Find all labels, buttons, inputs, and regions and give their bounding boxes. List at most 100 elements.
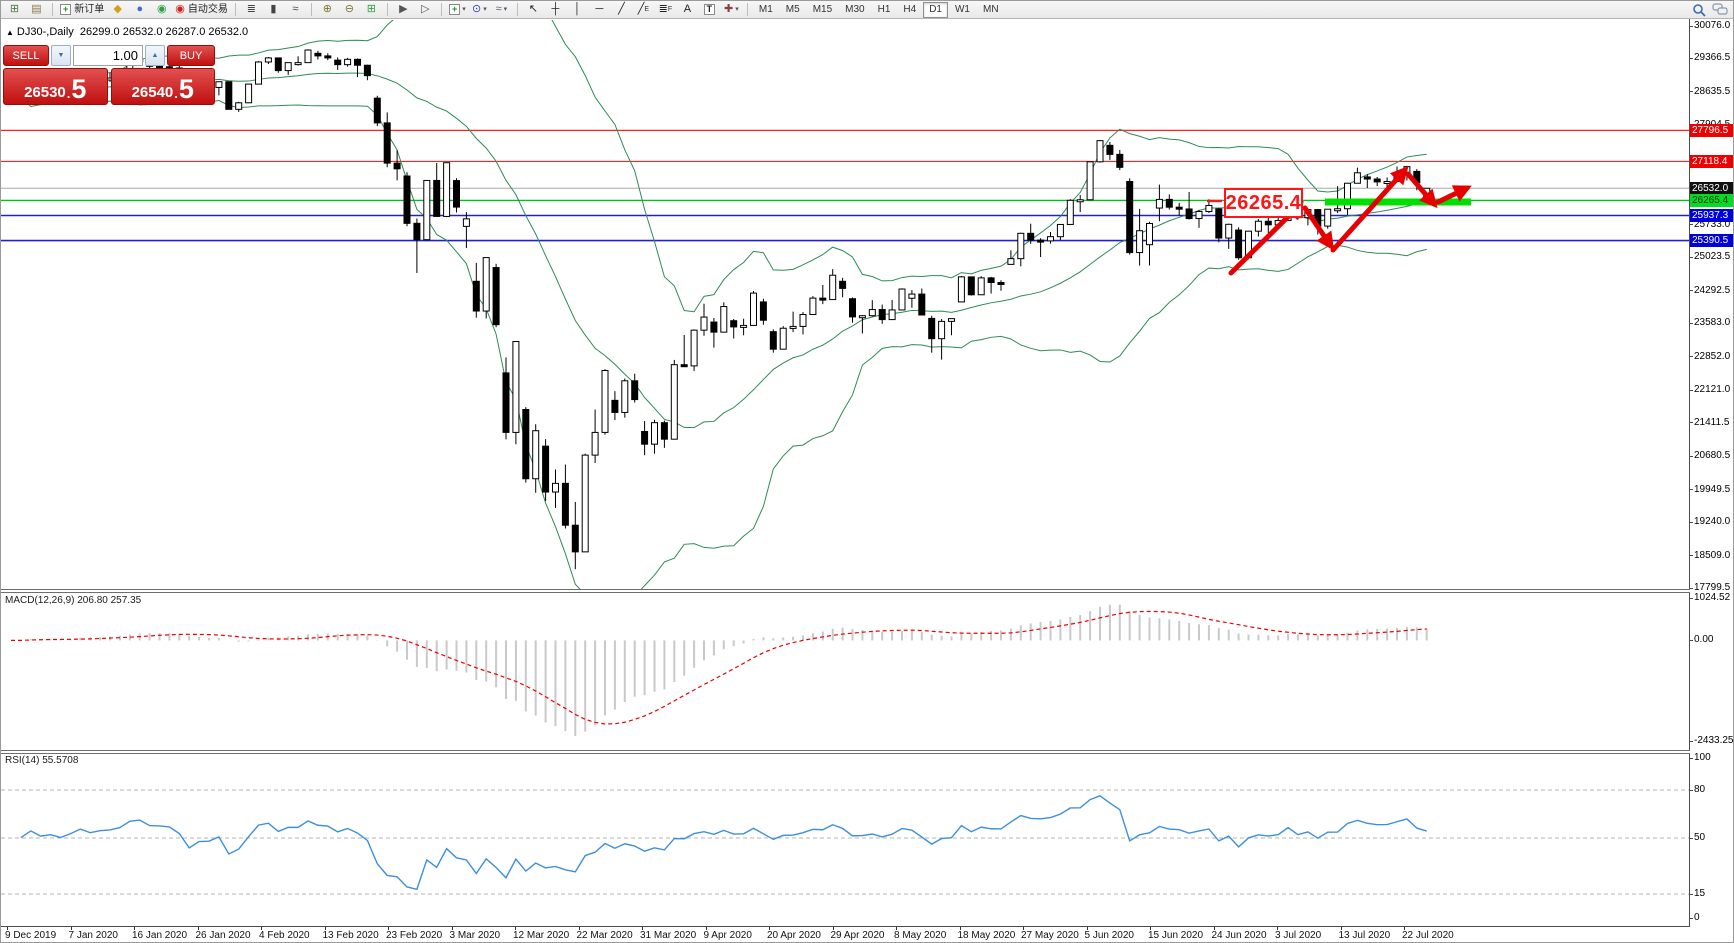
fibonacci-icon[interactable]: ≣ F	[658, 3, 673, 15]
indicators-icon[interactable]: + ▾	[447, 2, 468, 17]
time-axis-tick	[1150, 927, 1151, 930]
price-axis-label: 18509.0	[1694, 549, 1731, 561]
price-axis-label: 22121.0	[1694, 384, 1731, 396]
zoom-in-icon[interactable]: ⊕	[322, 3, 332, 15]
candle-body	[443, 162, 451, 217]
new-chart-icon[interactable]: ⊞	[9, 3, 20, 15]
time-axis-label: 8 May 2020	[894, 930, 947, 941]
timeframe-m30[interactable]: M30	[845, 4, 865, 15]
templates-icon[interactable]: ≈ ▾	[495, 3, 508, 15]
price-axis-tick	[1689, 26, 1693, 27]
candle-body	[1324, 208, 1332, 227]
candle-body	[670, 364, 678, 440]
volume-up-button[interactable]: ▲	[145, 45, 165, 66]
volume-down-button[interactable]: ▼	[51, 45, 71, 66]
periods-icon[interactable]: ⊙ ▾	[472, 3, 487, 15]
candle-body	[373, 97, 381, 124]
timeframe-m5[interactable]: M5	[785, 4, 800, 15]
price-axis-label: 24292.5	[1694, 284, 1731, 296]
price-axis-tick	[1689, 422, 1693, 423]
candle-body	[245, 83, 253, 104]
candle-body	[354, 58, 361, 66]
candle-body	[888, 309, 896, 321]
rsi-pane-separator[interactable]	[1, 750, 1690, 754]
candle-body	[1136, 230, 1144, 254]
sell-button[interactable]: SELL	[3, 45, 49, 66]
candle-body	[1225, 223, 1233, 239]
price-axis-label: 19949.5	[1694, 483, 1731, 495]
price-level-badge: 25390.5	[1690, 234, 1733, 248]
volume-input[interactable]	[73, 45, 143, 66]
buy-price-box[interactable]: 26540 . 5	[110, 68, 215, 105]
candle-body	[660, 422, 668, 440]
candle-body	[730, 320, 738, 328]
price-axis-tick	[1689, 257, 1693, 258]
charts-bars-icon[interactable]: ≣	[246, 3, 256, 15]
community-icon[interactable]: ●	[136, 3, 144, 15]
horizontal-line-icon[interactable]: ─	[595, 3, 604, 15]
cursor-icon[interactable]: ↖	[528, 3, 538, 15]
trendline-icon[interactable]: ╱	[618, 3, 625, 15]
toolbar-separator	[516, 3, 518, 16]
zoom-out-icon[interactable]: ⊖	[344, 3, 354, 15]
trend-arrow[interactable]	[1330, 165, 1409, 253]
timeframe-h1[interactable]: H1	[877, 4, 891, 15]
signals-icon[interactable]: ◉	[156, 3, 167, 15]
auto-scroll-icon[interactable]: ▶	[399, 3, 408, 15]
price-axis-tick	[1689, 91, 1693, 92]
timeframe-d1[interactable]: D1	[923, 1, 948, 18]
time-axis-tick	[70, 927, 72, 930]
candle-body	[1027, 232, 1035, 241]
timeframe-m15[interactable]: M15	[812, 4, 833, 15]
candle-body	[878, 309, 886, 321]
candle-body	[1146, 222, 1153, 246]
channel-icon[interactable]: ╱ E	[637, 3, 650, 15]
timeframe-w1[interactable]: W1	[954, 4, 970, 15]
time-axis-tick	[705, 927, 707, 930]
profiles-icon[interactable]: ▤	[31, 3, 42, 15]
macd-axis-tick	[1689, 598, 1693, 599]
time-axis-tick	[642, 927, 643, 930]
timeframe-h4[interactable]: H4	[903, 4, 917, 15]
candle-body	[1076, 199, 1084, 203]
buy-button[interactable]: BUY	[167, 45, 215, 66]
candle-body	[700, 316, 708, 331]
chat-icon[interactable]	[1712, 3, 1728, 16]
chart-shift-icon[interactable]: ▷	[421, 3, 430, 15]
crosshair-icon[interactable]: ┼	[551, 3, 560, 15]
candle-body	[1017, 232, 1025, 260]
time-axis-tick	[1023, 927, 1024, 930]
time-axis-tick	[896, 927, 897, 930]
candle-body	[1185, 208, 1193, 220]
search-icon[interactable]	[1692, 3, 1706, 17]
styles-icon[interactable]: ◆	[113, 3, 122, 15]
price-annotation[interactable]: 26265.4	[1224, 188, 1303, 218]
charts-candles-icon[interactable]: ▮	[270, 3, 277, 15]
candle-body	[1254, 220, 1262, 232]
candle-body	[1106, 144, 1114, 155]
charts-line-icon[interactable]: ≈	[292, 3, 299, 15]
time-axis-label: 24 Jun 2020	[1211, 930, 1267, 941]
trend-arrow[interactable]	[1435, 185, 1472, 205]
macd-pane-separator[interactable]	[1, 589, 1690, 593]
new-order-icon[interactable]: + 新订单	[58, 2, 106, 17]
time-axis-tick	[832, 927, 834, 930]
candle-body	[908, 293, 916, 299]
candle-body	[512, 341, 520, 433]
text-icon[interactable]: A	[683, 3, 692, 15]
trend-arrow[interactable]	[1405, 171, 1438, 209]
candle-body	[750, 292, 757, 326]
timeframe-mn[interactable]: MN	[982, 4, 999, 15]
text-label-icon[interactable]: T	[699, 2, 720, 17]
sell-price-box[interactable]: 26530 . 5	[3, 68, 108, 105]
auto-trading-icon[interactable]: ◉ 自动交易	[175, 3, 228, 15]
sell-price-main: 26530	[24, 83, 66, 101]
vertical-line-icon[interactable]: │	[573, 3, 581, 15]
shapes-icon[interactable]: ✚ ▾	[724, 3, 739, 15]
candle-body	[334, 59, 342, 66]
timeframe-m1[interactable]: M1	[758, 4, 773, 15]
trend-arrow[interactable]	[1302, 205, 1335, 251]
tile-windows-icon[interactable]: ⊞	[366, 3, 376, 15]
candle-body	[868, 309, 876, 317]
rsi-axis-tick	[1689, 918, 1693, 919]
